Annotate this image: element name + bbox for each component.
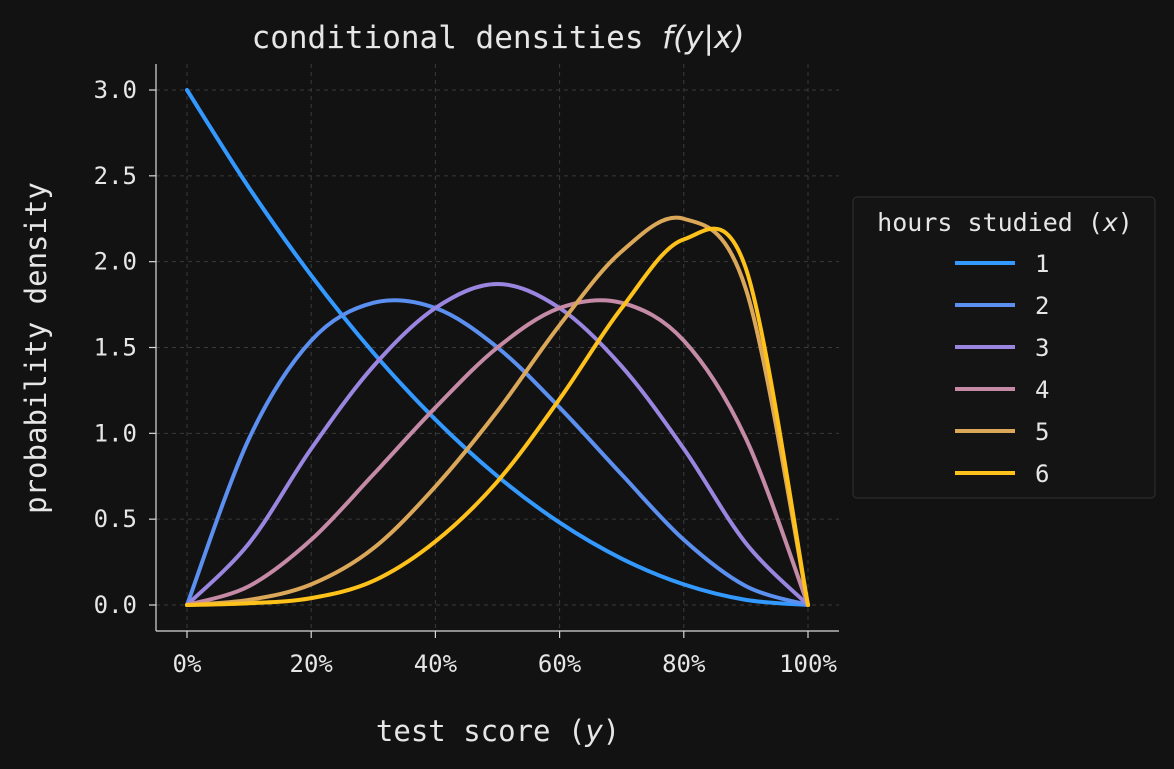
x-ticks: 0% 20% 40% 60% 80% 100% [173, 631, 837, 678]
y-tick-label: 2.5 [94, 162, 137, 190]
y-tick-label: 0.5 [94, 505, 137, 533]
x-axis-label: test score (y) [376, 714, 620, 748]
x-tick-label: 100% [779, 650, 837, 678]
y-tick-label: 0.0 [94, 591, 137, 619]
y-tick-label: 2.0 [94, 248, 137, 276]
legend-items: 1 2 3 4 5 6 [955, 250, 1049, 488]
x-tick-label: 0% [173, 650, 202, 678]
y-axis-label: probability density [19, 182, 53, 514]
legend: hours studied (x) 1 2 3 4 5 6 [852, 196, 1156, 499]
series-line-1 [185, 88, 810, 607]
chart-title: conditional densities f(y|x) [252, 20, 745, 56]
x-tick-label: 40% [414, 650, 458, 678]
x-tick-label: 20% [290, 650, 334, 678]
legend-label-5: 5 [1035, 418, 1049, 446]
x-tick-label: 60% [538, 650, 582, 678]
legend-label-4: 4 [1035, 376, 1049, 404]
series-line-4 [185, 298, 810, 607]
legend-label-2: 2 [1035, 292, 1049, 320]
y-tick-label: 3.0 [94, 76, 137, 104]
series-line-2 [185, 298, 810, 607]
series-line-6 [185, 226, 810, 607]
x-tick-label: 80% [662, 650, 706, 678]
legend-label-3: 3 [1035, 334, 1049, 362]
legend-label-6: 6 [1035, 460, 1049, 488]
series-lines [185, 88, 810, 607]
grid [156, 64, 839, 631]
y-tick-label: 1.5 [94, 334, 137, 362]
y-ticks: 0.0 0.5 1.0 1.5 2.0 2.5 3.0 [94, 76, 156, 619]
series-line-5 [185, 215, 810, 607]
legend-title: hours studied (x) [877, 208, 1133, 237]
legend-label-1: 1 [1035, 250, 1049, 278]
y-tick-label: 1.0 [94, 419, 137, 447]
series-line-3 [185, 281, 810, 607]
